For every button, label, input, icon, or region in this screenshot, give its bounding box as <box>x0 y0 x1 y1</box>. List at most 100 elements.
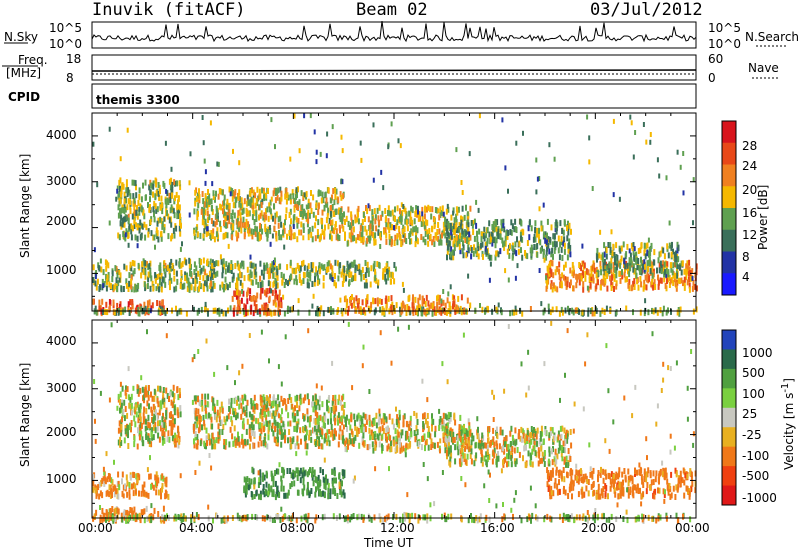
power-data-cell <box>378 204 381 211</box>
velocity-data-cell <box>304 424 307 431</box>
power-data-cell <box>277 216 280 223</box>
power-data-cell <box>172 208 175 214</box>
power-data-cell <box>388 271 391 278</box>
power-data-cell <box>361 219 364 226</box>
power-data-cell <box>263 212 266 219</box>
power-data-cell <box>352 219 355 226</box>
velocity-data-cell <box>510 455 513 461</box>
velocity-data-cell <box>377 434 380 441</box>
power-data-cell <box>653 279 656 286</box>
velocity-data-cell <box>136 477 139 484</box>
power-data-cell <box>365 278 368 285</box>
power-data-cell <box>415 228 418 235</box>
power-data-cell <box>138 227 141 234</box>
power-data-cell <box>277 300 280 307</box>
power-data-cell <box>129 261 132 268</box>
power-data-cell <box>345 275 347 282</box>
power-data-cell <box>476 236 479 242</box>
power-data-cell <box>511 309 514 316</box>
power-data-cell <box>123 198 126 205</box>
power-data-cell <box>470 220 473 226</box>
power-data-cell <box>228 281 231 288</box>
power-data-cell <box>464 231 466 238</box>
velocity-data-cell <box>211 443 214 450</box>
power-data-cell <box>293 267 296 274</box>
power-data-cell <box>149 207 152 214</box>
velocity-data-cell <box>245 405 248 412</box>
power-data-cell <box>652 259 655 266</box>
velocity-data-cell <box>269 410 272 417</box>
power-data-cell <box>453 245 456 252</box>
power-data-cell <box>379 244 382 249</box>
power-data-cell <box>324 191 327 198</box>
power-data-cell <box>155 181 158 188</box>
velocity-data-cell <box>318 404 321 411</box>
power-data-cell <box>369 223 372 230</box>
power-data-cell <box>225 231 227 238</box>
power-data-cell <box>415 235 417 242</box>
power-data-cell <box>298 273 301 280</box>
power-data-cell <box>452 210 455 216</box>
power-data-cell <box>118 179 121 186</box>
velocity-data-cell <box>316 440 319 447</box>
velocity-data-cell <box>246 439 249 446</box>
power-data-cell <box>103 281 106 288</box>
power-data-cell <box>133 268 136 275</box>
power-data-cell <box>492 237 495 244</box>
power-data-cell <box>307 209 310 216</box>
power-data-cell <box>289 259 292 266</box>
power-data-cell <box>175 285 178 292</box>
power-data-cell <box>292 224 295 229</box>
power-data-cell <box>170 265 173 272</box>
velocity-data-cell <box>348 418 351 425</box>
velocity-data-cell <box>134 421 137 428</box>
velocity-data-cell <box>170 399 173 406</box>
power-data-cell <box>587 269 590 276</box>
power-data-cell <box>455 304 458 311</box>
power-data-cell <box>174 195 176 202</box>
power-data-cell <box>436 229 439 235</box>
power-data-cell <box>366 298 369 305</box>
power-data-cell <box>237 289 240 296</box>
velocity-data-cell <box>113 491 116 498</box>
power-data-cell <box>184 275 187 282</box>
power-data-cell <box>131 213 134 220</box>
power-data-cell <box>371 221 374 228</box>
velocity-data-cell <box>303 484 306 491</box>
velocity-data-cell <box>178 387 181 394</box>
power-data-cell <box>254 225 257 232</box>
velocity-data-cell <box>129 507 132 513</box>
power-data-cell <box>335 188 338 195</box>
power-data-cell <box>400 218 403 225</box>
power-data-cell <box>552 241 554 248</box>
power-data-cell <box>657 257 660 264</box>
power-data-cell <box>339 262 342 269</box>
power-data-cell <box>268 267 271 274</box>
velocity-data-cell <box>398 422 401 429</box>
power-data-cell <box>254 263 257 270</box>
velocity-data-cell <box>282 485 285 492</box>
velocity-data-cell <box>401 446 403 453</box>
power-data-cell <box>650 242 653 249</box>
power-data-cell <box>177 195 180 202</box>
velocity-data-cell <box>375 412 378 419</box>
power-data-cell <box>115 309 117 316</box>
power-data-cell <box>637 284 640 291</box>
power-data-cell <box>431 206 434 213</box>
power-data-cell <box>232 272 235 279</box>
power-data-cell <box>159 204 162 211</box>
power-data-cell <box>309 202 312 209</box>
velocity-data-cell <box>299 427 302 434</box>
power-data-cell <box>599 310 602 317</box>
power-data-cell <box>421 300 424 307</box>
power-data-cell <box>566 235 569 242</box>
velocity-data-cell <box>239 397 242 404</box>
power-data-cell <box>119 185 121 192</box>
power-data-cell <box>470 253 473 260</box>
power-data-cell <box>474 247 477 254</box>
power-data-cell <box>511 245 514 252</box>
velocity-data-cell <box>292 416 295 423</box>
power-data-cell <box>142 209 145 216</box>
power-data-cell <box>506 233 509 240</box>
velocity-data-cell <box>155 471 158 478</box>
